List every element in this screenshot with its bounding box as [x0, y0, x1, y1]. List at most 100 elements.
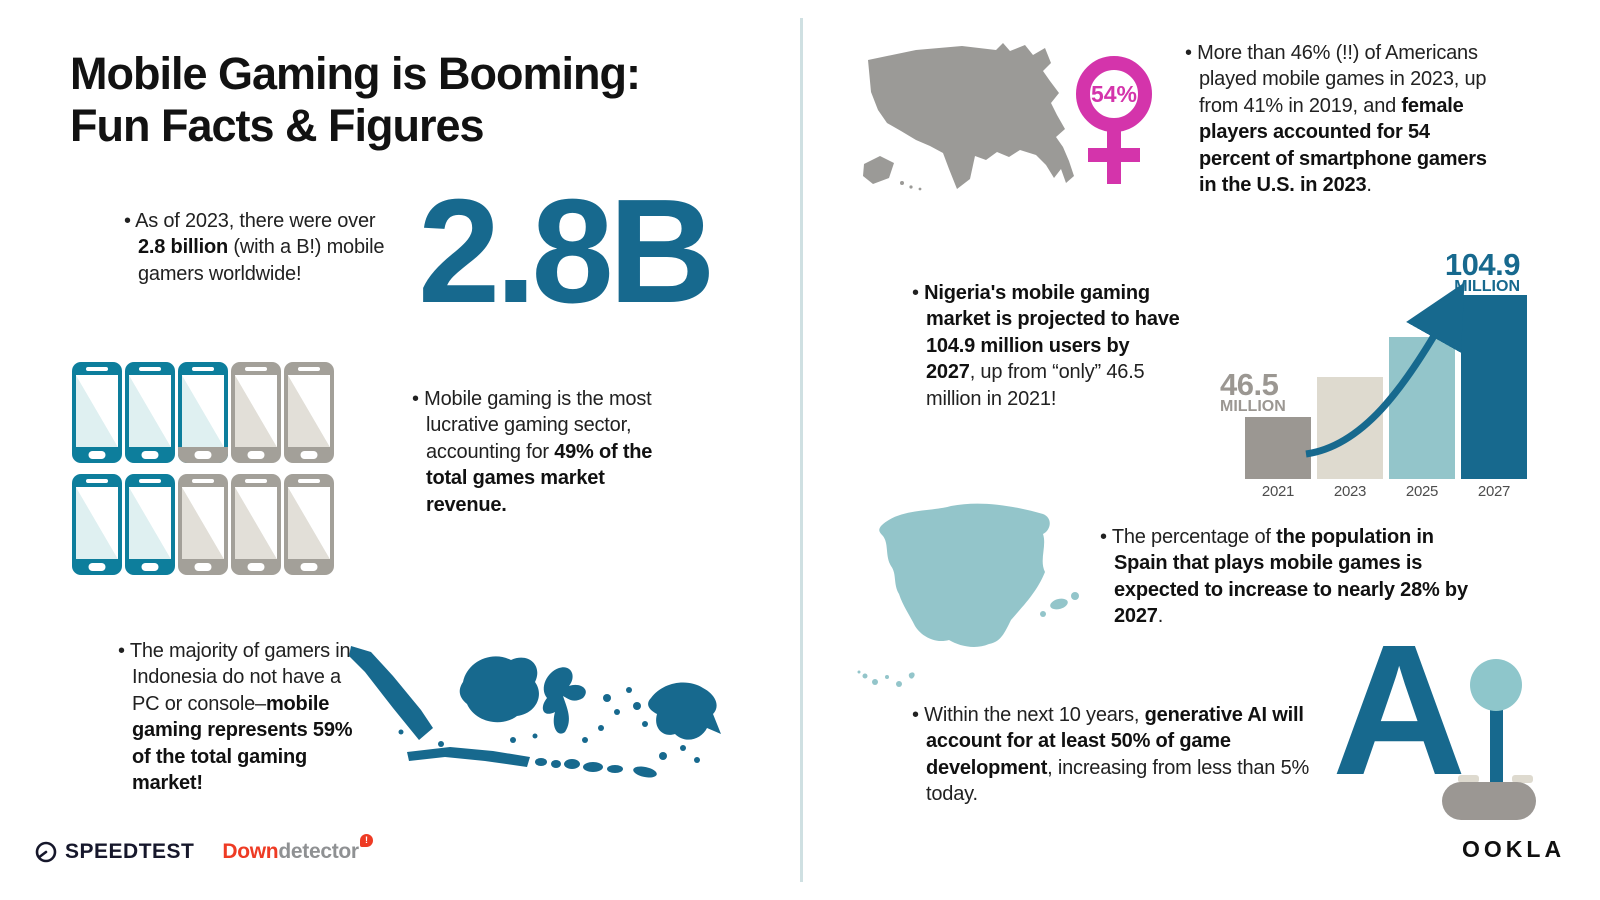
fact-text-bold: generative AI will account for at least … [926, 704, 1304, 779]
female-symbol-crossbar [1088, 148, 1140, 162]
fact-text: . [1366, 173, 1372, 196]
fact-text: , up from “only” 46.5 million in 2021! [926, 361, 1145, 410]
bar-2023 [1317, 377, 1383, 479]
fact-ai: • Within the next 10 years, generative A… [912, 702, 1318, 808]
fact-text-bold: 2.8 billion [138, 236, 229, 259]
fact-text: More than 46% (!!) of Americans played m… [1197, 42, 1487, 117]
ai-joystick-graphic: A [1332, 618, 1547, 820]
bullet-glyph: • [1185, 42, 1198, 64]
phone-speaker [284, 474, 334, 487]
bar-year-label: 2027 [1477, 483, 1511, 500]
page-title-line2: Fun Facts & Figures [70, 100, 485, 152]
female-symbol-ring [1076, 56, 1152, 132]
fact-spain: • The percentage of the population in Sp… [1100, 524, 1482, 630]
phone-home-button [284, 447, 334, 463]
fact-text: Mobile gaming is the most lucrative gami… [424, 388, 652, 463]
phone-speaker [231, 362, 281, 375]
fact-lucrative: • Mobile gaming is the most lucrative ga… [412, 386, 674, 518]
phone-icon-gray [231, 474, 281, 575]
phone-screen [182, 487, 224, 559]
downdetector-logo: Downdetector ! [222, 834, 373, 864]
page-title: Mobile Gaming is Booming: Fun Facts & Fi… [70, 48, 641, 152]
fact-text-bold: mobile gaming represents 59% of the tota… [132, 692, 353, 794]
speedtest-gauge-icon [35, 841, 57, 863]
ookla-logo: OOKLA [1462, 836, 1566, 862]
page-title-line1: Mobile Gaming is Booming: [70, 48, 641, 99]
fact-text: , increasing from less than 5% today. [926, 756, 1310, 806]
chart-label-high-value: 104.9 [1444, 247, 1521, 282]
indonesia-map [349, 646, 721, 778]
phone-screen [182, 375, 224, 447]
downdetector-alert-badge: ! [359, 834, 373, 847]
fact-text: As of 2023, there were over [135, 210, 376, 232]
chart-label-2021: 46.5 MILLION [1220, 367, 1286, 415]
fact-text: The percentage of [1111, 526, 1277, 548]
phone-speaker [231, 474, 281, 487]
nigeria-bar-chart: 2021 2023 2025 2027 46.5 MILLION 104.9 MILL… [1220, 248, 1532, 504]
female-symbol-icon: 54% [1076, 56, 1152, 184]
bullet-glyph: • [412, 388, 425, 410]
phone-icon-teal [125, 474, 175, 575]
bullet-glyph: • [1100, 526, 1112, 548]
bar-year-label: 2023 [1333, 483, 1367, 500]
fact-text-bold: Nigeria's mobile gaming market is projec… [924, 282, 1180, 384]
bar-2021 [1245, 417, 1311, 479]
phone-speaker [178, 362, 228, 375]
phone-speaker [284, 362, 334, 375]
joystick-stick [1490, 708, 1503, 788]
phone-speaker [125, 362, 175, 375]
fact-text-bold: female players accounted for 54 percent … [1199, 94, 1487, 196]
fact-us: • More than 46% (!!) of Americans played… [1185, 40, 1491, 198]
joystick-button [1512, 775, 1533, 783]
phone-icon-teal [72, 362, 122, 463]
joystick-ball [1470, 659, 1522, 711]
spain-map [857, 503, 1079, 687]
phone-screen [129, 487, 171, 559]
chart-label-low-value: 46.5 [1220, 367, 1279, 402]
downdetector-word-detector: detector [278, 840, 359, 863]
fact-nigeria: • Nigeria's mobile gaming market is proj… [912, 280, 1180, 412]
phone-screen [76, 487, 118, 559]
bullet-glyph: • [912, 282, 925, 304]
phone-home-button [231, 447, 281, 463]
phone-home-button [284, 559, 334, 575]
speedtest-logo: SPEEDTEST [34, 840, 194, 864]
fact-text: Within the next 10 years, [924, 704, 1145, 726]
phone-icon-gray [284, 362, 334, 463]
phone-screen [288, 375, 330, 447]
fact-worldwide: • As of 2023, there were over 2.8 billio… [124, 208, 396, 287]
bullet-glyph: • [912, 704, 925, 726]
phone-speaker [72, 474, 122, 487]
phone-screen [76, 375, 118, 447]
bullet-glyph: • [124, 210, 136, 232]
chart-label-2027: 104.9 MILLION [1444, 247, 1521, 295]
phone-screen [129, 375, 171, 447]
phone-home-button [125, 447, 175, 463]
bullet-glyph: • [118, 640, 130, 662]
phone-home-button [178, 559, 228, 575]
phone-icon-gray [231, 362, 281, 463]
fact-text: (with a B!) mobile gamers worldwide! [138, 236, 385, 285]
phone-speaker [178, 474, 228, 487]
fact-text-bold: the population in Spain that plays mobil… [1114, 526, 1468, 628]
female-percent-label: 54% [1091, 81, 1137, 107]
phone-screen [235, 487, 277, 559]
bar-year-label: 2021 [1261, 483, 1295, 500]
joystick-base [1442, 782, 1536, 820]
downdetector-word-down: Down [222, 840, 279, 863]
vertical-divider [800, 18, 803, 882]
bar-year-label: 2025 [1405, 483, 1439, 500]
fact-indonesia: • The majority of gamers in Indonesia do… [118, 638, 354, 796]
phone-grid [72, 362, 334, 575]
joystick-button [1458, 775, 1479, 783]
fact-text-bold: 49% of the total games market revenue. [426, 440, 653, 516]
bar-2027 [1461, 295, 1527, 479]
phone-icon-teal [72, 474, 122, 575]
phone-icon-teal [125, 362, 175, 463]
phone-home-button [231, 559, 281, 575]
speedtest-wordmark: SPEEDTEST [65, 840, 195, 863]
us-map [863, 43, 1074, 191]
phone-icon-split [178, 362, 228, 463]
phone-screen [235, 375, 277, 447]
